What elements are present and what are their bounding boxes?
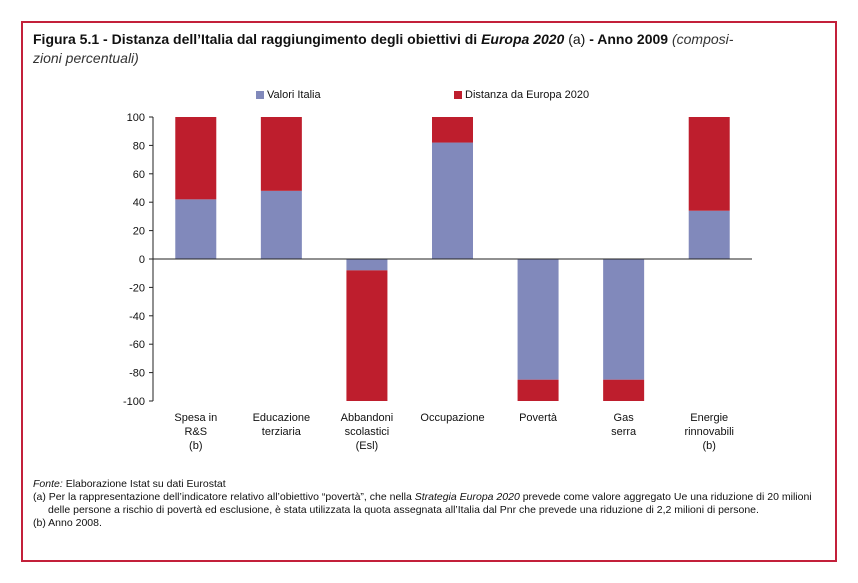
category-label-line: rinnovabili — [684, 426, 734, 438]
category-label-line: Energie — [690, 412, 729, 424]
category-label-line: scolastici — [344, 426, 390, 438]
category-label-line: (Esl) — [355, 440, 379, 452]
bar-distanza-0 — [175, 117, 217, 200]
figure-frame — [21, 21, 837, 562]
y-tick-label: -100 — [123, 396, 145, 408]
category-label: Abbandoni scolastici (Esl) — [322, 411, 412, 453]
y-tick-label: -20 — [129, 282, 145, 294]
bar-distanza-3 — [432, 117, 473, 143]
legend-swatch-valori-italia — [256, 91, 264, 99]
figure-notes: Fonte: Elaborazione Istat su dati Eurost… — [33, 478, 833, 530]
note-b: (b) Anno 2008. — [33, 517, 102, 529]
y-tick-label: 40 — [133, 197, 145, 209]
bar-valori-italia-1 — [260, 190, 302, 259]
y-tick-label: -80 — [129, 368, 145, 380]
category-label-line: serra — [611, 426, 637, 438]
category-label-line: R&S — [184, 426, 208, 438]
legend-label-distanza: Distanza da Europa 2020 — [465, 89, 590, 101]
category-label: Spesa in R&S (b) — [151, 411, 241, 453]
y-tick-label: 60 — [133, 169, 145, 181]
category-label-line — [579, 439, 669, 453]
category-label-line: Occupazione — [420, 412, 485, 424]
category-label-line: Abbandoni — [340, 412, 394, 424]
title-note-ref: (a) — [564, 31, 586, 47]
y-tick-label: 80 — [133, 140, 145, 152]
bar-distanza-4 — [517, 379, 559, 401]
category-label: Educazione terziaria — [236, 411, 326, 453]
legend-label-valori-italia: Valori Italia — [267, 89, 321, 101]
source-text: Elaborazione Istat su dati Eurostat — [62, 478, 226, 490]
bar-valori-italia-2 — [346, 259, 388, 271]
category-label: Energie rinnovabili (b) — [664, 411, 754, 453]
bar-distanza-6 — [688, 117, 730, 211]
bar-distanza-1 — [260, 117, 302, 191]
category-label-line: Spesa in — [174, 412, 218, 424]
category-label-line: (b) — [702, 440, 716, 452]
category-label-line — [408, 439, 498, 453]
title-text: - Distanza dell’Italia dal raggiungiment… — [99, 31, 482, 47]
title-subtitle-2: zioni percentuali) — [33, 50, 139, 66]
category-label: Povertà — [493, 411, 583, 453]
note-a-emphasis: Strategia Europa 2020 — [414, 491, 520, 503]
category-label-line: Gas — [613, 412, 634, 424]
category-label-line: Educazione — [252, 412, 311, 424]
figure-label: Figura 5.1 — [33, 31, 100, 47]
bar-valori-italia-5 — [603, 259, 645, 380]
category-label-line — [493, 425, 583, 439]
category-label-line — [236, 439, 326, 453]
bar-valori-italia-3 — [432, 142, 473, 259]
title-subtitle-1: (composi- — [671, 31, 734, 47]
title-emphasis: Europa 2020 — [481, 31, 565, 47]
note-a-text-2: prevede come valore aggregato Ue una rid… — [48, 491, 812, 516]
note-a: (a) Per la rappresentazione dell’indicat… — [33, 491, 833, 517]
figure-title: Figura 5.1 - Distanza dell’Italia dal ra… — [33, 30, 823, 68]
category-label-line: Povertà — [519, 412, 558, 424]
category-label-line: terziaria — [261, 426, 301, 438]
legend-swatch-distanza — [454, 91, 462, 99]
category-label: Occupazione — [408, 411, 498, 453]
bar-valori-italia-4 — [517, 259, 559, 380]
y-tick-label: -60 — [129, 339, 145, 351]
y-tick-label: -40 — [129, 311, 145, 323]
bar-distanza-2 — [346, 270, 388, 401]
legend-item-valori-italia: Valori Italia — [256, 89, 321, 101]
y-tick-label: 20 — [133, 226, 145, 238]
category-label-line — [408, 425, 498, 439]
source-label: Fonte: — [33, 478, 63, 490]
category-label-line — [493, 439, 583, 453]
category-label-line: (b) — [189, 440, 203, 452]
note-a-text-1: (a) Per la rappresentazione dell’indicat… — [33, 491, 415, 503]
y-tick-label: 100 — [127, 112, 145, 124]
bar-distanza-5 — [603, 379, 645, 401]
bar-valori-italia-0 — [175, 199, 217, 259]
bar-valori-italia-6 — [688, 210, 730, 259]
category-label: Gas serra — [579, 411, 669, 453]
legend-item-distanza: Distanza da Europa 2020 — [454, 89, 589, 101]
y-tick-label: 0 — [139, 254, 145, 266]
title-year: - Anno 2009 — [585, 31, 672, 47]
